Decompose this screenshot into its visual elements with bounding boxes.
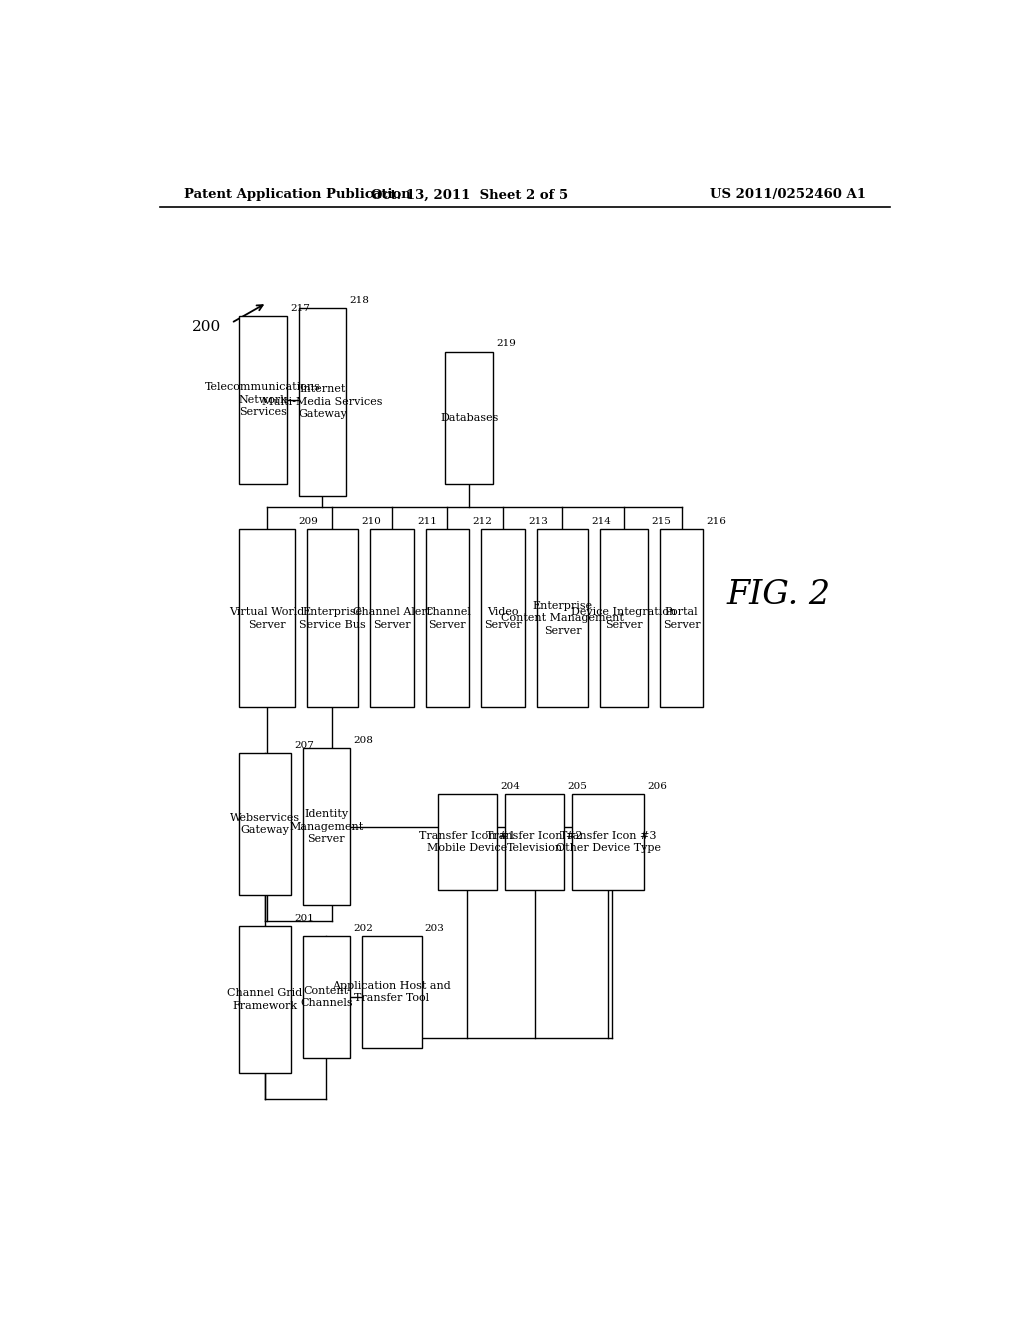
Text: Portal
Server: Portal Server — [663, 607, 700, 630]
Text: 200: 200 — [193, 321, 221, 334]
Bar — [299, 308, 346, 496]
Text: 209: 209 — [298, 517, 317, 527]
Text: Telecommunications
Network
Services: Telecommunications Network Services — [205, 383, 321, 417]
Text: Channel Grid
Framework: Channel Grid Framework — [227, 989, 302, 1011]
Text: 219: 219 — [497, 339, 516, 348]
Text: Transfer Icon #1
Mobile Device: Transfer Icon #1 Mobile Device — [419, 830, 515, 853]
Text: Application Host and
Transfer Tool: Application Host and Transfer Tool — [333, 981, 452, 1003]
Bar — [426, 529, 469, 708]
Bar — [303, 936, 350, 1057]
Text: Device Integration
Server: Device Integration Server — [571, 607, 677, 630]
Bar — [240, 752, 291, 895]
Bar — [370, 529, 414, 708]
Text: 206: 206 — [647, 781, 667, 791]
Text: 213: 213 — [528, 517, 548, 527]
Text: 212: 212 — [472, 517, 493, 527]
Bar — [659, 529, 703, 708]
Text: 210: 210 — [361, 517, 381, 527]
Text: 205: 205 — [567, 781, 588, 791]
Text: Virtual World
Server: Virtual World Server — [229, 607, 304, 630]
Text: 202: 202 — [353, 924, 374, 933]
Text: US 2011/0252460 A1: US 2011/0252460 A1 — [710, 189, 866, 202]
Text: Identity
Management
Server: Identity Management Server — [289, 809, 364, 843]
Text: 201: 201 — [294, 913, 313, 923]
Text: Databases: Databases — [440, 413, 499, 422]
Text: Video
Server: Video Server — [484, 607, 522, 630]
Text: Transfer Icon #2
Television: Transfer Icon #2 Television — [486, 830, 583, 853]
Text: 208: 208 — [353, 735, 374, 744]
Text: Webservices
Gateway: Webservices Gateway — [229, 813, 300, 836]
Text: Channel
Server: Channel Server — [424, 607, 471, 630]
Text: 211: 211 — [417, 517, 437, 527]
Bar — [303, 748, 350, 906]
Text: Enterprise
Content Management
Server: Enterprise Content Management Server — [501, 601, 624, 636]
Text: Content
Channels: Content Channels — [300, 986, 352, 1008]
Text: FIG. 2: FIG. 2 — [727, 579, 830, 611]
Bar — [362, 936, 422, 1048]
Text: Enterprise
Service Bus: Enterprise Service Bus — [299, 607, 366, 630]
Bar — [437, 793, 497, 890]
Bar — [481, 529, 525, 708]
Bar — [445, 351, 494, 483]
Bar — [572, 793, 644, 890]
Bar — [505, 793, 564, 890]
Text: 214: 214 — [592, 517, 611, 527]
Text: Oct. 13, 2011  Sheet 2 of 5: Oct. 13, 2011 Sheet 2 of 5 — [371, 189, 568, 202]
Text: Patent Application Publication: Patent Application Publication — [183, 189, 411, 202]
Text: 215: 215 — [651, 517, 671, 527]
Bar — [306, 529, 358, 708]
Text: 216: 216 — [707, 517, 726, 527]
Text: Channel Alert
Server: Channel Alert Server — [352, 607, 431, 630]
Bar — [240, 315, 287, 483]
Text: 218: 218 — [349, 296, 370, 305]
Bar — [537, 529, 588, 708]
Bar — [240, 529, 295, 708]
Bar — [600, 529, 648, 708]
Text: 204: 204 — [500, 781, 520, 791]
Text: 207: 207 — [294, 741, 313, 750]
Text: Transfer Icon #3
Other Device Type: Transfer Icon #3 Other Device Type — [556, 830, 660, 853]
Bar — [240, 925, 291, 1073]
Text: 217: 217 — [290, 304, 310, 313]
Text: 203: 203 — [425, 924, 444, 933]
Text: Internet
Multi-Media Services
Gateway: Internet Multi-Media Services Gateway — [262, 384, 383, 420]
